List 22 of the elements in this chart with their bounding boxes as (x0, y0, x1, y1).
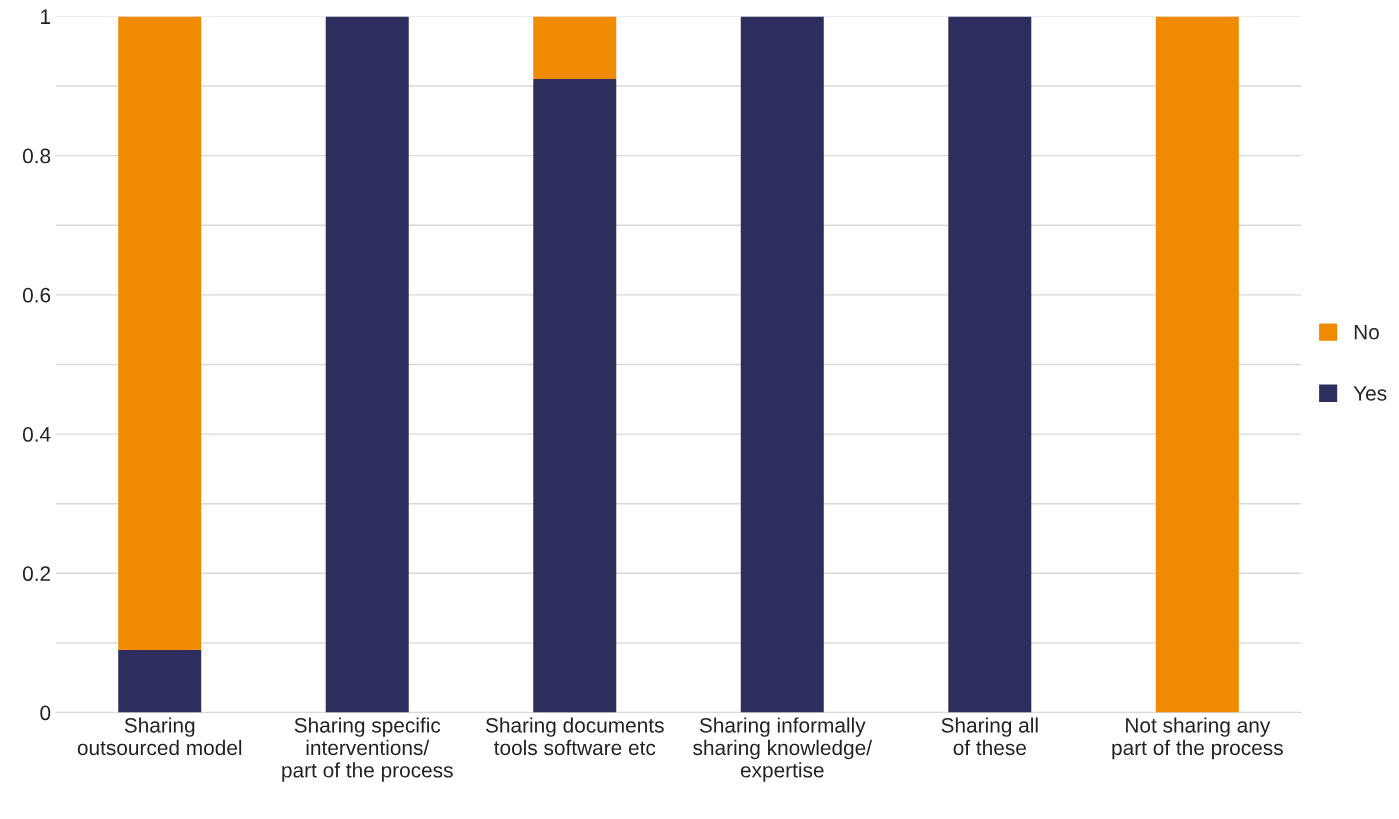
bar (325, 16, 409, 713)
y-tick-label: 0.6 (22, 287, 51, 303)
x-tick-label: Sharing informally sharing knowledge/ expertise (693, 717, 873, 782)
y-tick-label: 0.4 (22, 427, 51, 442)
legend-label: Yes (1353, 386, 1387, 401)
bar (1155, 16, 1239, 713)
legend-label: No (1354, 324, 1379, 340)
x-tick-label: Not sharing any part of the process (1112, 717, 1283, 760)
bar (118, 649, 202, 713)
bar (740, 16, 824, 713)
y-tick-label: 1 (41, 9, 51, 24)
bar (948, 16, 1032, 713)
y-tick-label: 0 (40, 705, 51, 721)
y-tick-label: 0.8 (22, 148, 51, 164)
x-tick-label: Sharing outsourced model (77, 717, 242, 756)
bar (118, 16, 202, 650)
x-tick-label: Sharing documents tools software etc (485, 717, 664, 756)
bar (533, 79, 617, 713)
bar (533, 16, 617, 80)
x-tick-label: Sharing all of these (941, 717, 1038, 756)
y-tick-label: 0.2 (22, 566, 51, 582)
x-tick-label: Sharing specific interventions/ part of the process (282, 717, 453, 782)
